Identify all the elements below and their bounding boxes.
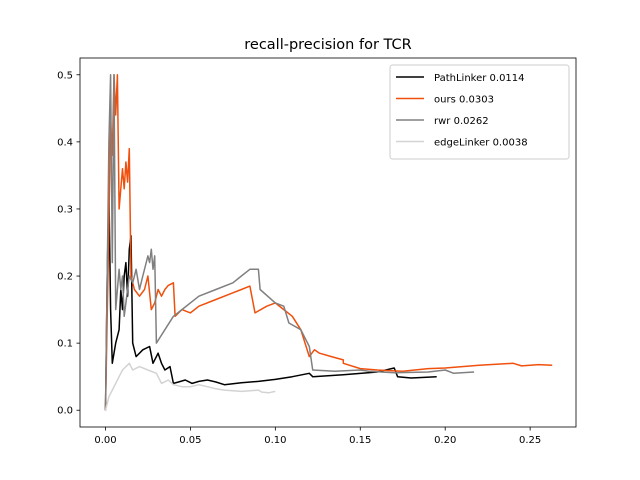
chart-title: recall-precision for TCR: [244, 37, 412, 53]
x-tick-label: 0.00: [94, 435, 116, 446]
y-tick-label: 0.5: [57, 70, 73, 81]
series-line-2: [104, 74, 475, 411]
series-line-1: [104, 74, 553, 411]
legend-label: PathLinker 0.0114: [434, 73, 525, 84]
plot-area: [79, 57, 577, 428]
legend: PathLinker 0.0114 ours 0.0303 rwr 0.0262 ed…: [389, 64, 570, 160]
y-axis: 0.0 0.1 0.2 0.3 0.4 0.5: [57, 70, 80, 417]
y-tick-label: 0.2: [57, 272, 73, 283]
y-tick-label: 0.3: [57, 204, 73, 215]
x-tick-label: 0.10: [264, 435, 286, 446]
x-tick-label: 0.20: [434, 435, 456, 446]
y-tick-label: 0.1: [57, 339, 73, 350]
y-tick-label: 0.4: [57, 137, 73, 148]
legend-label: ours 0.0303: [434, 95, 494, 106]
series-line-3: [104, 362, 276, 411]
legend-label: edgeLinker 0.0038: [434, 138, 528, 149]
x-tick-label: 0.05: [179, 435, 201, 446]
x-tick-label: 0.15: [349, 435, 371, 446]
legend-label: rwr 0.0262: [434, 116, 489, 127]
y-tick-label: 0.0: [57, 406, 73, 417]
x-axis: 0.00 0.05 0.10 0.15 0.20 0.25: [94, 427, 541, 446]
axes-frame: [79, 57, 577, 428]
legend-box: [389, 64, 570, 160]
x-tick-label: 0.25: [519, 435, 541, 446]
